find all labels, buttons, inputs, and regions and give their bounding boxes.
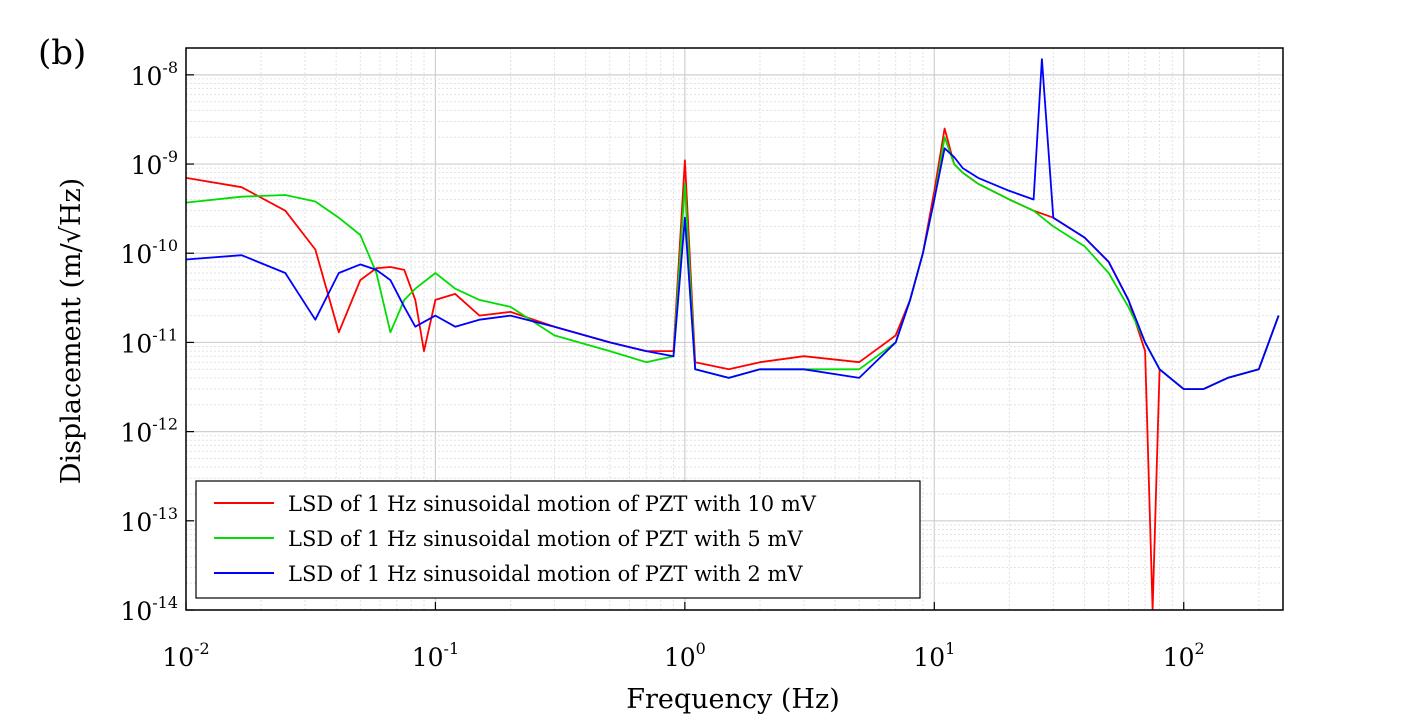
- x-tick-label: 100: [664, 639, 706, 672]
- legend: LSD of 1 Hz sinusoidal motion of PZT wit…: [195, 480, 921, 599]
- axis-ticks: 10-2 10-1 100 101 102 10-8 10-9 10-10 10-11 10-12…: [120, 58, 1204, 672]
- panel-label: (b): [38, 33, 86, 73]
- x-tick-label: 101: [913, 639, 955, 672]
- x-axis-label: Frequency (Hz): [626, 684, 839, 715]
- x-tick-label: 10-2: [162, 639, 209, 672]
- y-tick-label: 10-12: [120, 415, 178, 448]
- y-tick-label: 10-8: [131, 58, 178, 91]
- legend-entry: LSD of 1 Hz sinusoidal motion of PZT wit…: [288, 562, 803, 586]
- legend-entry: LSD of 1 Hz sinusoidal motion of PZT wit…: [288, 492, 817, 516]
- y-tick-label: 10-14: [120, 593, 178, 626]
- series-line-3: [186, 58, 1280, 390]
- x-tick-label: 102: [1163, 639, 1205, 672]
- y-tick-label: 10-11: [120, 325, 178, 358]
- series-layer: [186, 58, 1280, 610]
- y-tick-label: 10-13: [120, 504, 178, 537]
- y-axis-label: Displacement (m/√Hz): [56, 178, 87, 484]
- legend-entry: LSD of 1 Hz sinusoidal motion of PZT wit…: [288, 527, 803, 551]
- plot-frame: [185, 47, 1284, 611]
- x-tick-label: 10-1: [412, 639, 459, 672]
- y-tick-label: 10-10: [120, 236, 178, 269]
- legend-box: [195, 480, 921, 599]
- y-tick-label: 10-9: [131, 147, 178, 180]
